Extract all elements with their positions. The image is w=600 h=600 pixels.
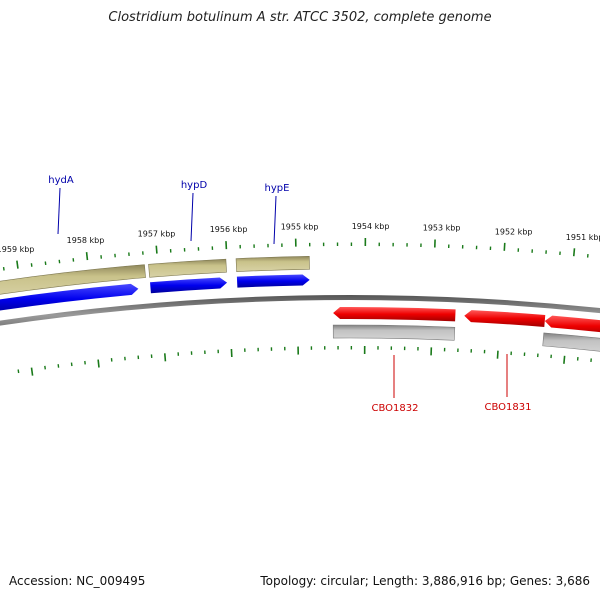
outer-tick [572,248,576,257]
forward-gene-arrow-3[interactable] [236,274,310,288]
kbp-tick-label: 1959 kbp [0,245,34,254]
reverse-feature-2[interactable] [542,332,600,355]
reverse-feature-1[interactable] [332,324,456,341]
kbp-tick-label: 1956 kbp [210,225,248,234]
forward-gene-arrow-1[interactable] [0,283,139,314]
forward-feature-2[interactable] [148,258,227,278]
reverse-gene-arrow-2[interactable] [464,310,546,327]
inner-tick [30,367,34,376]
outer-tick [155,245,158,254]
gene-label-leader [273,195,277,245]
gene-label-hyda[interactable]: hydA [48,175,74,186]
genome-title: Clostridium botulinum A str. ATCC 3502, … [108,10,492,25]
reverse-gene-arrow-3[interactable] [544,315,600,337]
gene-label-leader [190,192,194,242]
inner-tick [496,350,499,359]
outer-tick [503,242,506,251]
inner-tick [563,355,566,364]
gene-label-leader [57,187,61,235]
accession-text: Accession: NC_009495 [9,574,146,588]
kbp-tick-label: 1951 kbp [566,233,600,242]
gene-label-cbo1831[interactable]: CBO1831 [485,402,532,413]
gene-label-hype[interactable]: hypE [265,183,290,194]
outer-tick [16,260,19,269]
kbp-tick-label: 1955 kbp [281,223,319,232]
genome-summary-text: Topology: circular; Length: 3,886,916 bp… [260,574,590,588]
kbp-tick-label: 1954 kbp [352,222,390,231]
kbp-tick-label: 1957 kbp [138,230,176,239]
reverse-gene-arrow-1[interactable] [333,307,456,322]
inner-tick [163,353,167,362]
kbp-tick-label: 1953 kbp [423,224,461,233]
gene-label-hypd[interactable]: hypD [181,180,208,191]
outer-tick [85,252,89,261]
kbp-tick-label: 1958 kbp [67,236,105,245]
forward-gene-arrow-2[interactable] [150,277,228,294]
inner-tick [97,359,100,368]
kbp-tick-label: 1952 kbp [495,227,533,236]
gene-label-cbo1832[interactable]: CBO1832 [372,403,419,414]
forward-feature-1[interactable] [0,264,146,298]
forward-feature-3[interactable] [235,256,310,272]
genome-backbone [0,295,600,326]
